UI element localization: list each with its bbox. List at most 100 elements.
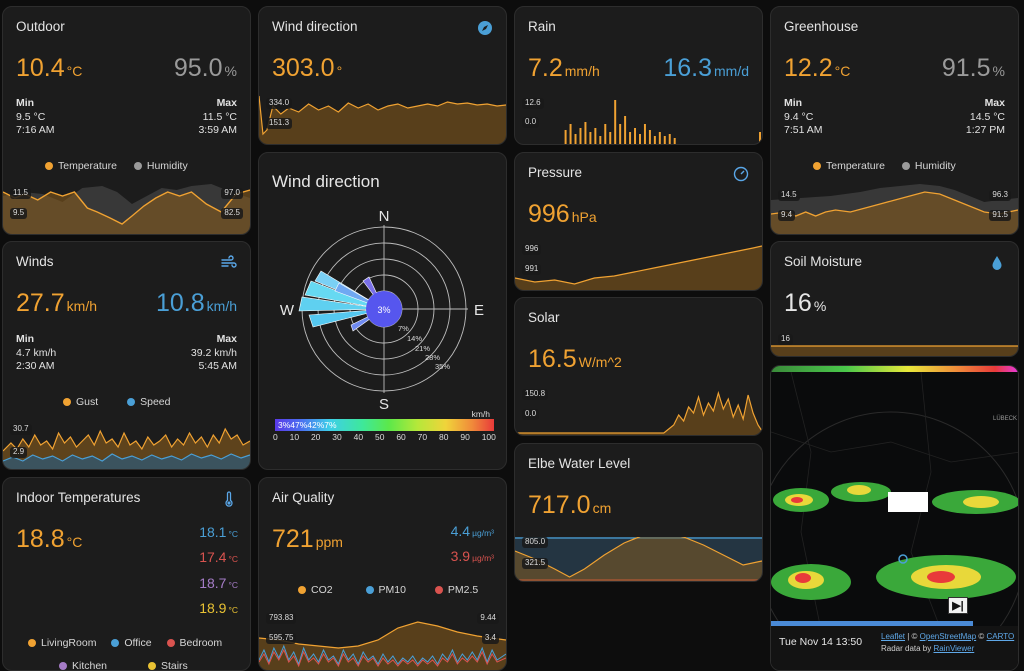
outdoor-tick-min: 9.5 (10, 208, 28, 219)
greenhouse-max: Max 14.5 °C 1:27 PM (965, 97, 1005, 137)
solar-value: 16.5 W/m^2 (528, 345, 622, 373)
windrose-scale-pct: 3%47%42%7% (278, 420, 337, 430)
co2-tick-min: 595.75 (266, 633, 297, 644)
windrose-card[interactable]: Wind direction 3% N E S W 7% 14% 21% 28% (258, 152, 507, 470)
outdoor-legend: Temperature Humidity (45, 160, 188, 172)
radar-footer: Tue Nov 14 13:50 Leaflet | © OpenStreetM… (771, 626, 1018, 670)
next-frame-button[interactable]: ▶| (948, 597, 968, 614)
greenhouse-tick-hum-max: 96.3 (989, 190, 1011, 201)
gauge-icon (733, 166, 749, 182)
air-chart: 793.83 595.75 9.44 3.4 (259, 610, 506, 670)
compass-icon (478, 21, 492, 35)
elbe-value: 717.0 cm (528, 491, 612, 519)
card-title: Indoor Temperatures (16, 490, 141, 505)
compass-e: E (474, 302, 484, 319)
winds-max: Max 39.2 km/h 5:45 AM (190, 333, 237, 373)
rain-rate-value: 7.2 mm/h (528, 54, 600, 82)
rain-bars (564, 100, 762, 144)
rain-tick-max: 12.6 (522, 98, 544, 109)
wind-direction-tick-min: 151.3 (266, 118, 293, 129)
pressure-value: 996 hPa (528, 200, 597, 228)
outdoor-tick-max: 11.5 (10, 188, 31, 199)
winds-tick-min: 2.9 (10, 447, 28, 458)
indoor-legend-row2: Kitchen Stairs (59, 660, 188, 670)
solar-tick-min: 0.0 (522, 409, 540, 420)
radar-map[interactable]: LÜBECK ❚❚ |◀ ▶| Tue Nov 14 13:50 Leaflet… (771, 366, 1018, 670)
compass-n: N (379, 208, 390, 225)
indoor-main-temp: 18.8 °C (16, 525, 83, 553)
greenhouse-tick-min: 9.4 (778, 210, 796, 221)
outdoor-humidity: 95.0% (173, 54, 237, 82)
indoor-kitchen-temp: 18.7 °C (199, 575, 238, 591)
windrose-title: Wind direction (272, 172, 380, 191)
rainviewer-link[interactable]: RainViewer (933, 644, 975, 653)
co2-tick-max: 793.83 (266, 613, 297, 624)
ring-label: 14% (407, 334, 422, 343)
pressure-card[interactable]: Pressure 996 hPa 996 991 (514, 152, 763, 291)
elbe-chart: 805.0 321.5 (515, 537, 762, 581)
winds-min: Min 4.7 km/h 2:30 AM (16, 333, 57, 373)
card-title: Greenhouse (784, 19, 859, 34)
elbe-tick-min: 321.5 (522, 558, 549, 569)
compass-s: S (379, 396, 389, 413)
solar-card[interactable]: Solar 16.5 W/m^2 150.8 0.0 (514, 297, 763, 436)
indoor-card[interactable]: Indoor Temperatures 18.8 °C 18.1 °C 17.4 °C… (2, 477, 251, 671)
soil-moisture-value: 16% (784, 289, 827, 317)
co2-value: 721 ppm (272, 525, 343, 553)
radar-progress-bar[interactable] (771, 621, 973, 626)
carto-link[interactable]: CARTO (986, 632, 1015, 641)
card-title: Air Quality (272, 490, 335, 505)
outdoor-max: Max 11.5 °C 3:59 AM (198, 97, 237, 137)
radar-map-card[interactable]: LÜBECK ❚❚ |◀ ▶| Tue Nov 14 13:50 Leaflet… (770, 365, 1019, 671)
wind-direction-card[interactable]: Wind direction 303.0 ° 334.0 151.3 (258, 6, 507, 145)
windrose-chart: 3% N E S W 7% 14% 21% 28% 35% (280, 208, 484, 413)
radar-timestamp: Tue Nov 14 13:50 (779, 636, 863, 648)
leaflet-link[interactable]: Leaflet (881, 632, 906, 641)
card-title: Elbe Water Level (528, 456, 631, 471)
wind-icon (221, 255, 237, 268)
rain-chart: 12.6 0.0 (515, 94, 762, 144)
windrose-center: 3% (377, 305, 390, 315)
wind-gust-value: 27.7 km/h (16, 289, 98, 317)
windrose-colorscale: 3%47%42%7% (275, 419, 494, 431)
wind-direction-chart: 334.0 151.3 (259, 94, 506, 144)
windrose-scale-unit: km/h (471, 409, 490, 419)
card-title: Outdoor (16, 19, 65, 34)
outdoor-tick-hum-min: 82.5 (221, 208, 243, 219)
soil-moisture-card[interactable]: Soil Moisture 16% 16 (770, 241, 1019, 357)
elbe-card[interactable]: Elbe Water Level 717.0 cm 805.0 321.5 (514, 443, 763, 582)
greenhouse-chart: 14.5 9.4 96.3 91.5 (771, 182, 1018, 234)
solar-tick-max: 150.8 (522, 389, 549, 400)
elbe-tick-max: 805.0 (522, 537, 549, 548)
card-title: Rain (528, 19, 556, 34)
outdoor-chart: 11.5 9.5 97.0 82.5 (3, 182, 250, 234)
winds-legend: Gust Speed (63, 396, 170, 408)
pm-tick-min: 3.4 (481, 633, 499, 644)
air-quality-card[interactable]: Air Quality 721 ppm 4.4 µg/m³ 3.9 µg/m³ CO2… (258, 477, 507, 671)
rain-tick-min: 0.0 (522, 117, 540, 128)
card-title: Wind direction (272, 19, 358, 34)
soil-chart: 16 (771, 334, 1018, 356)
osm-link[interactable]: OpenStreetMap (919, 632, 977, 641)
air-legend: CO2 PM10 PM2.5 (298, 584, 478, 596)
pressure-tick-max: 996 (522, 244, 542, 255)
wind-speed-value: 10.8 km/h (155, 289, 237, 317)
radar-overlay: LÜBECK (771, 372, 1018, 630)
city-label: LÜBECK (993, 415, 1017, 422)
radar-attribution: Radar data by RainViewer (881, 644, 975, 653)
card-title: Solar (528, 310, 560, 325)
pressure-tick-min: 991 (522, 264, 542, 275)
outdoor-card[interactable]: Outdoor 10.4 °C 95.0% Min 9.5 °C 7:16 AM Ma… (2, 6, 251, 235)
soil-tick: 16 (778, 334, 793, 345)
wind-direction-value: 303.0 ° (272, 54, 343, 82)
card-title: Winds (16, 254, 54, 269)
windrose-scale-ticks: 0 10 20 30 40 50 60 70 80 90 100 (273, 432, 496, 442)
thermometer-icon (225, 491, 233, 507)
greenhouse-min: Min 9.4 °C 7:51 AM (784, 97, 823, 137)
wind-direction-tick-max: 334.0 (266, 98, 293, 109)
map-attribution: Leaflet | © OpenStreetMap © CARTO (881, 632, 1015, 641)
rain-card[interactable]: Rain 7.2 mm/h 16.3 mm/d 12.6 0.0 (514, 6, 763, 145)
indoor-legend-row1: LivingRoom Office Bedroom (28, 637, 222, 649)
greenhouse-card[interactable]: Greenhouse 12.2 °C 91.5% Min 9.4 °C 7:51 AM… (770, 6, 1019, 235)
winds-card[interactable]: Winds 27.7 km/h 10.8 km/h Min 4.7 km/h 2:30 … (2, 241, 251, 470)
